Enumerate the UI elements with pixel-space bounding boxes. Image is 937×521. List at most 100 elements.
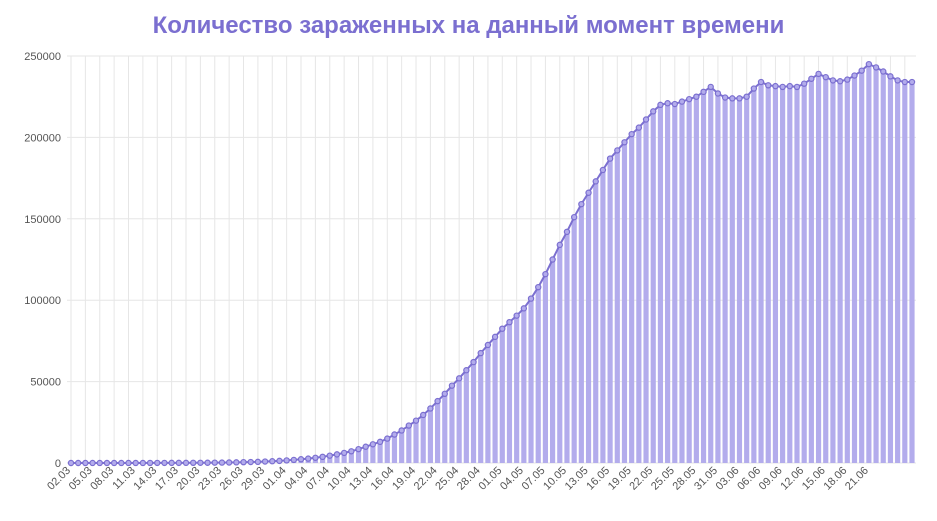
x-tick-label: 22.05: [627, 465, 655, 493]
y-tick-label: 200000: [24, 132, 61, 144]
data-point: [887, 73, 894, 80]
data-point: [463, 367, 470, 374]
data-point: [743, 93, 750, 100]
data-point: [786, 82, 794, 90]
data-point: [499, 325, 506, 332]
data-point: [621, 139, 628, 146]
data-point: [549, 256, 556, 263]
data-point: [189, 459, 197, 467]
bar: [815, 73, 822, 464]
bar: [355, 449, 362, 463]
data-point: [642, 116, 650, 123]
data-point: [894, 77, 901, 84]
x-tick-label: 01.05: [476, 465, 504, 493]
bar: [686, 99, 692, 463]
data-point: [82, 459, 89, 467]
x-axis-ticks: 02.0305.0308.0311.0314.0317.0320.0323.03…: [45, 465, 871, 493]
data-point: [67, 459, 75, 467]
x-tick-label: 26.03: [218, 465, 246, 493]
data-point: [592, 178, 599, 185]
data-point: [484, 341, 492, 349]
data-point: [139, 459, 147, 467]
data-point: [721, 94, 729, 101]
bar: [665, 103, 671, 463]
x-tick-label: 16.05: [584, 465, 612, 493]
bar: [528, 298, 534, 463]
data-point: [254, 458, 262, 466]
y-tick-label: 50000: [30, 377, 61, 389]
data-point: [513, 312, 520, 319]
bar: [715, 93, 721, 463]
bar: [420, 414, 426, 463]
data-point: [563, 228, 571, 236]
data-point: [678, 98, 686, 105]
bar: [859, 70, 865, 463]
data-point: [858, 67, 865, 74]
data-point: [578, 200, 585, 208]
data-point: [628, 130, 635, 138]
bar: [794, 86, 800, 463]
x-tick-label: 06.06: [735, 465, 763, 493]
data-point: [772, 82, 779, 90]
bar: [557, 244, 563, 463]
x-tick-label: 13.04: [347, 465, 375, 493]
data-point: [822, 73, 829, 81]
data-point: [506, 318, 513, 326]
x-tick-label: 19.04: [390, 465, 418, 493]
data-point: [872, 64, 880, 71]
x-tick-label: 05.03: [67, 465, 95, 493]
bar: [478, 353, 484, 463]
bar-series: [68, 64, 915, 464]
data-point: [369, 441, 377, 448]
bar: [571, 217, 577, 463]
y-tick-label: 0: [55, 458, 61, 470]
bar: [873, 67, 879, 464]
data-point: [132, 459, 139, 467]
bar: [880, 71, 886, 463]
data-point: [477, 349, 484, 357]
x-tick-label: 08.03: [88, 465, 116, 493]
data-point: [154, 459, 161, 467]
data-point: [283, 457, 290, 464]
bar: [679, 101, 685, 464]
data-point: [391, 431, 398, 438]
data-point: [384, 435, 391, 442]
data-point: [225, 459, 233, 466]
bar: [456, 378, 462, 463]
x-tick-label: 04.05: [498, 465, 526, 493]
x-tick-label: 25.04: [433, 465, 461, 493]
data-point: [261, 458, 269, 465]
bar: [550, 259, 556, 463]
x-tick-label: 10.04: [326, 465, 354, 493]
data-point: [635, 124, 643, 131]
bar: [787, 86, 793, 464]
data-point: [750, 85, 758, 92]
bar: [607, 158, 613, 463]
data-point: [793, 83, 801, 91]
data-point: [110, 459, 118, 467]
bar: [657, 104, 664, 463]
bar: [902, 82, 908, 463]
data-point: [757, 78, 765, 86]
x-tick-label: 16.04: [369, 465, 397, 493]
bar: [751, 88, 757, 463]
bar: [765, 85, 771, 463]
x-tick-label: 17.03: [153, 465, 181, 493]
y-tick-label: 250000: [24, 51, 61, 63]
data-point: [398, 427, 405, 434]
data-point: [405, 422, 413, 429]
data-point: [427, 405, 434, 412]
bar: [564, 231, 570, 463]
data-point: [434, 397, 441, 405]
x-tick-label: 12.06: [778, 465, 806, 493]
bar: [593, 181, 599, 463]
x-tick-label: 15.06: [800, 465, 828, 493]
data-point: [865, 60, 873, 68]
data-point: [168, 459, 175, 467]
bar: [887, 76, 894, 463]
data-point: [211, 459, 218, 466]
data-point: [901, 78, 909, 86]
bar: [521, 308, 527, 463]
x-tick-label: 20.03: [175, 465, 203, 493]
